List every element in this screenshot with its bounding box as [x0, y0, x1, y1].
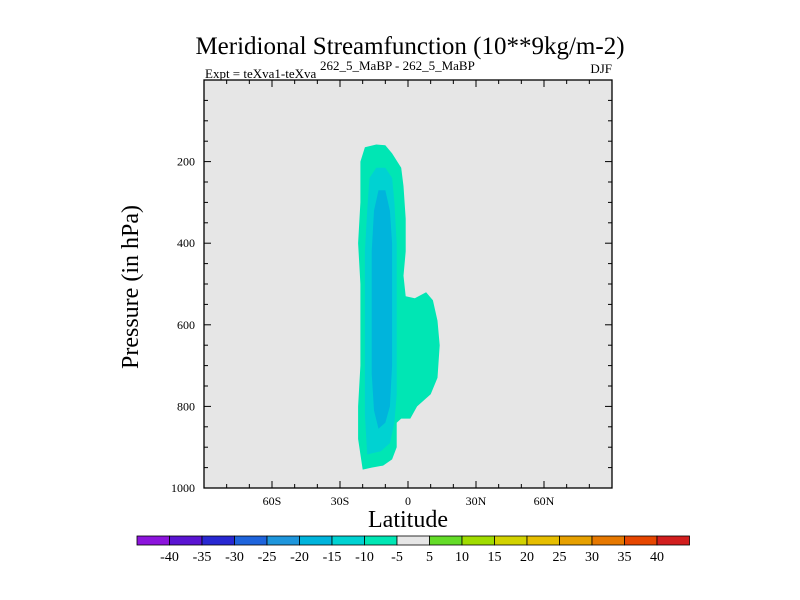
y-axis-label: Pressure (in hPa) [118, 205, 144, 369]
colorbar-swatch [396, 535, 430, 546]
colorbar-swatch [526, 535, 560, 546]
colorbar-swatch [201, 535, 235, 546]
colorbar-swatch [461, 535, 495, 546]
colorbar-swatch [591, 535, 625, 546]
chart-title: Meridional Streamfunction (10**9kg/m-2) [195, 33, 624, 60]
colorbar-swatch [624, 535, 658, 546]
y-tick-label: 1000 [171, 481, 195, 495]
colorbar-swatch [494, 535, 528, 546]
colorbar-label: -20 [290, 550, 309, 565]
colorbar-label: 25 [553, 550, 567, 565]
colorbar-swatch [266, 535, 300, 546]
colorbar-swatch [299, 535, 333, 546]
y-tick-label: 800 [177, 399, 195, 413]
subtitle-experiment: 262_5_MaBP - 262_5_MaBP [320, 58, 475, 73]
colorbar-swatch [136, 535, 170, 546]
x-axis-label: Latitude [368, 507, 448, 533]
colorbar-label: 20 [520, 550, 534, 565]
y-tick-label: 200 [177, 155, 195, 169]
y-axis: 200 400 600 800 1000 [171, 99, 612, 495]
x-axis: 60S 30S 0 30N 60N [226, 80, 590, 508]
colorbar-label: -30 [225, 550, 244, 565]
x-tick-label: 30N [466, 494, 487, 508]
y-tick-label: 400 [177, 236, 195, 250]
x-tick-label: 60S [263, 494, 282, 508]
colorbar-swatch [331, 535, 365, 546]
colorbar-label: 30 [585, 550, 599, 565]
colorbar-label: -25 [258, 550, 277, 565]
colorbar-swatch [656, 535, 690, 546]
colorbar-label: 15 [488, 550, 502, 565]
colorbar-label: -15 [323, 550, 342, 565]
colorbar-swatch [429, 535, 463, 546]
colorbar-label: -40 [160, 550, 179, 565]
colorbar: -40 -35 -30 -25 -20 -15 -10 -5 5 10 15 20 25 30 35 40 [136, 535, 690, 565]
subtitle-season: DJF [590, 61, 612, 76]
subtitle-left: Expt = teXva1-teXva [205, 66, 317, 81]
x-tick-label: 0 [405, 494, 411, 508]
y-tick-label: 600 [177, 318, 195, 332]
colorbar-label: 40 [650, 550, 664, 565]
colorbar-label: 5 [426, 550, 433, 565]
colorbar-label: -10 [355, 550, 374, 565]
colorbar-label: -35 [193, 550, 212, 565]
colorbar-swatch [169, 535, 203, 546]
colorbar-swatch [234, 535, 268, 546]
colorbar-label: -5 [391, 550, 403, 565]
contour-minus15 [371, 190, 393, 429]
colorbar-swatch [559, 535, 593, 546]
contour-regions [358, 144, 440, 470]
colorbar-swatch [364, 535, 398, 546]
x-tick-label: 30S [331, 494, 350, 508]
colorbar-label: 10 [455, 550, 469, 565]
x-tick-label: 60N [534, 494, 555, 508]
colorbar-label: 35 [618, 550, 632, 565]
plot-area [204, 80, 612, 488]
